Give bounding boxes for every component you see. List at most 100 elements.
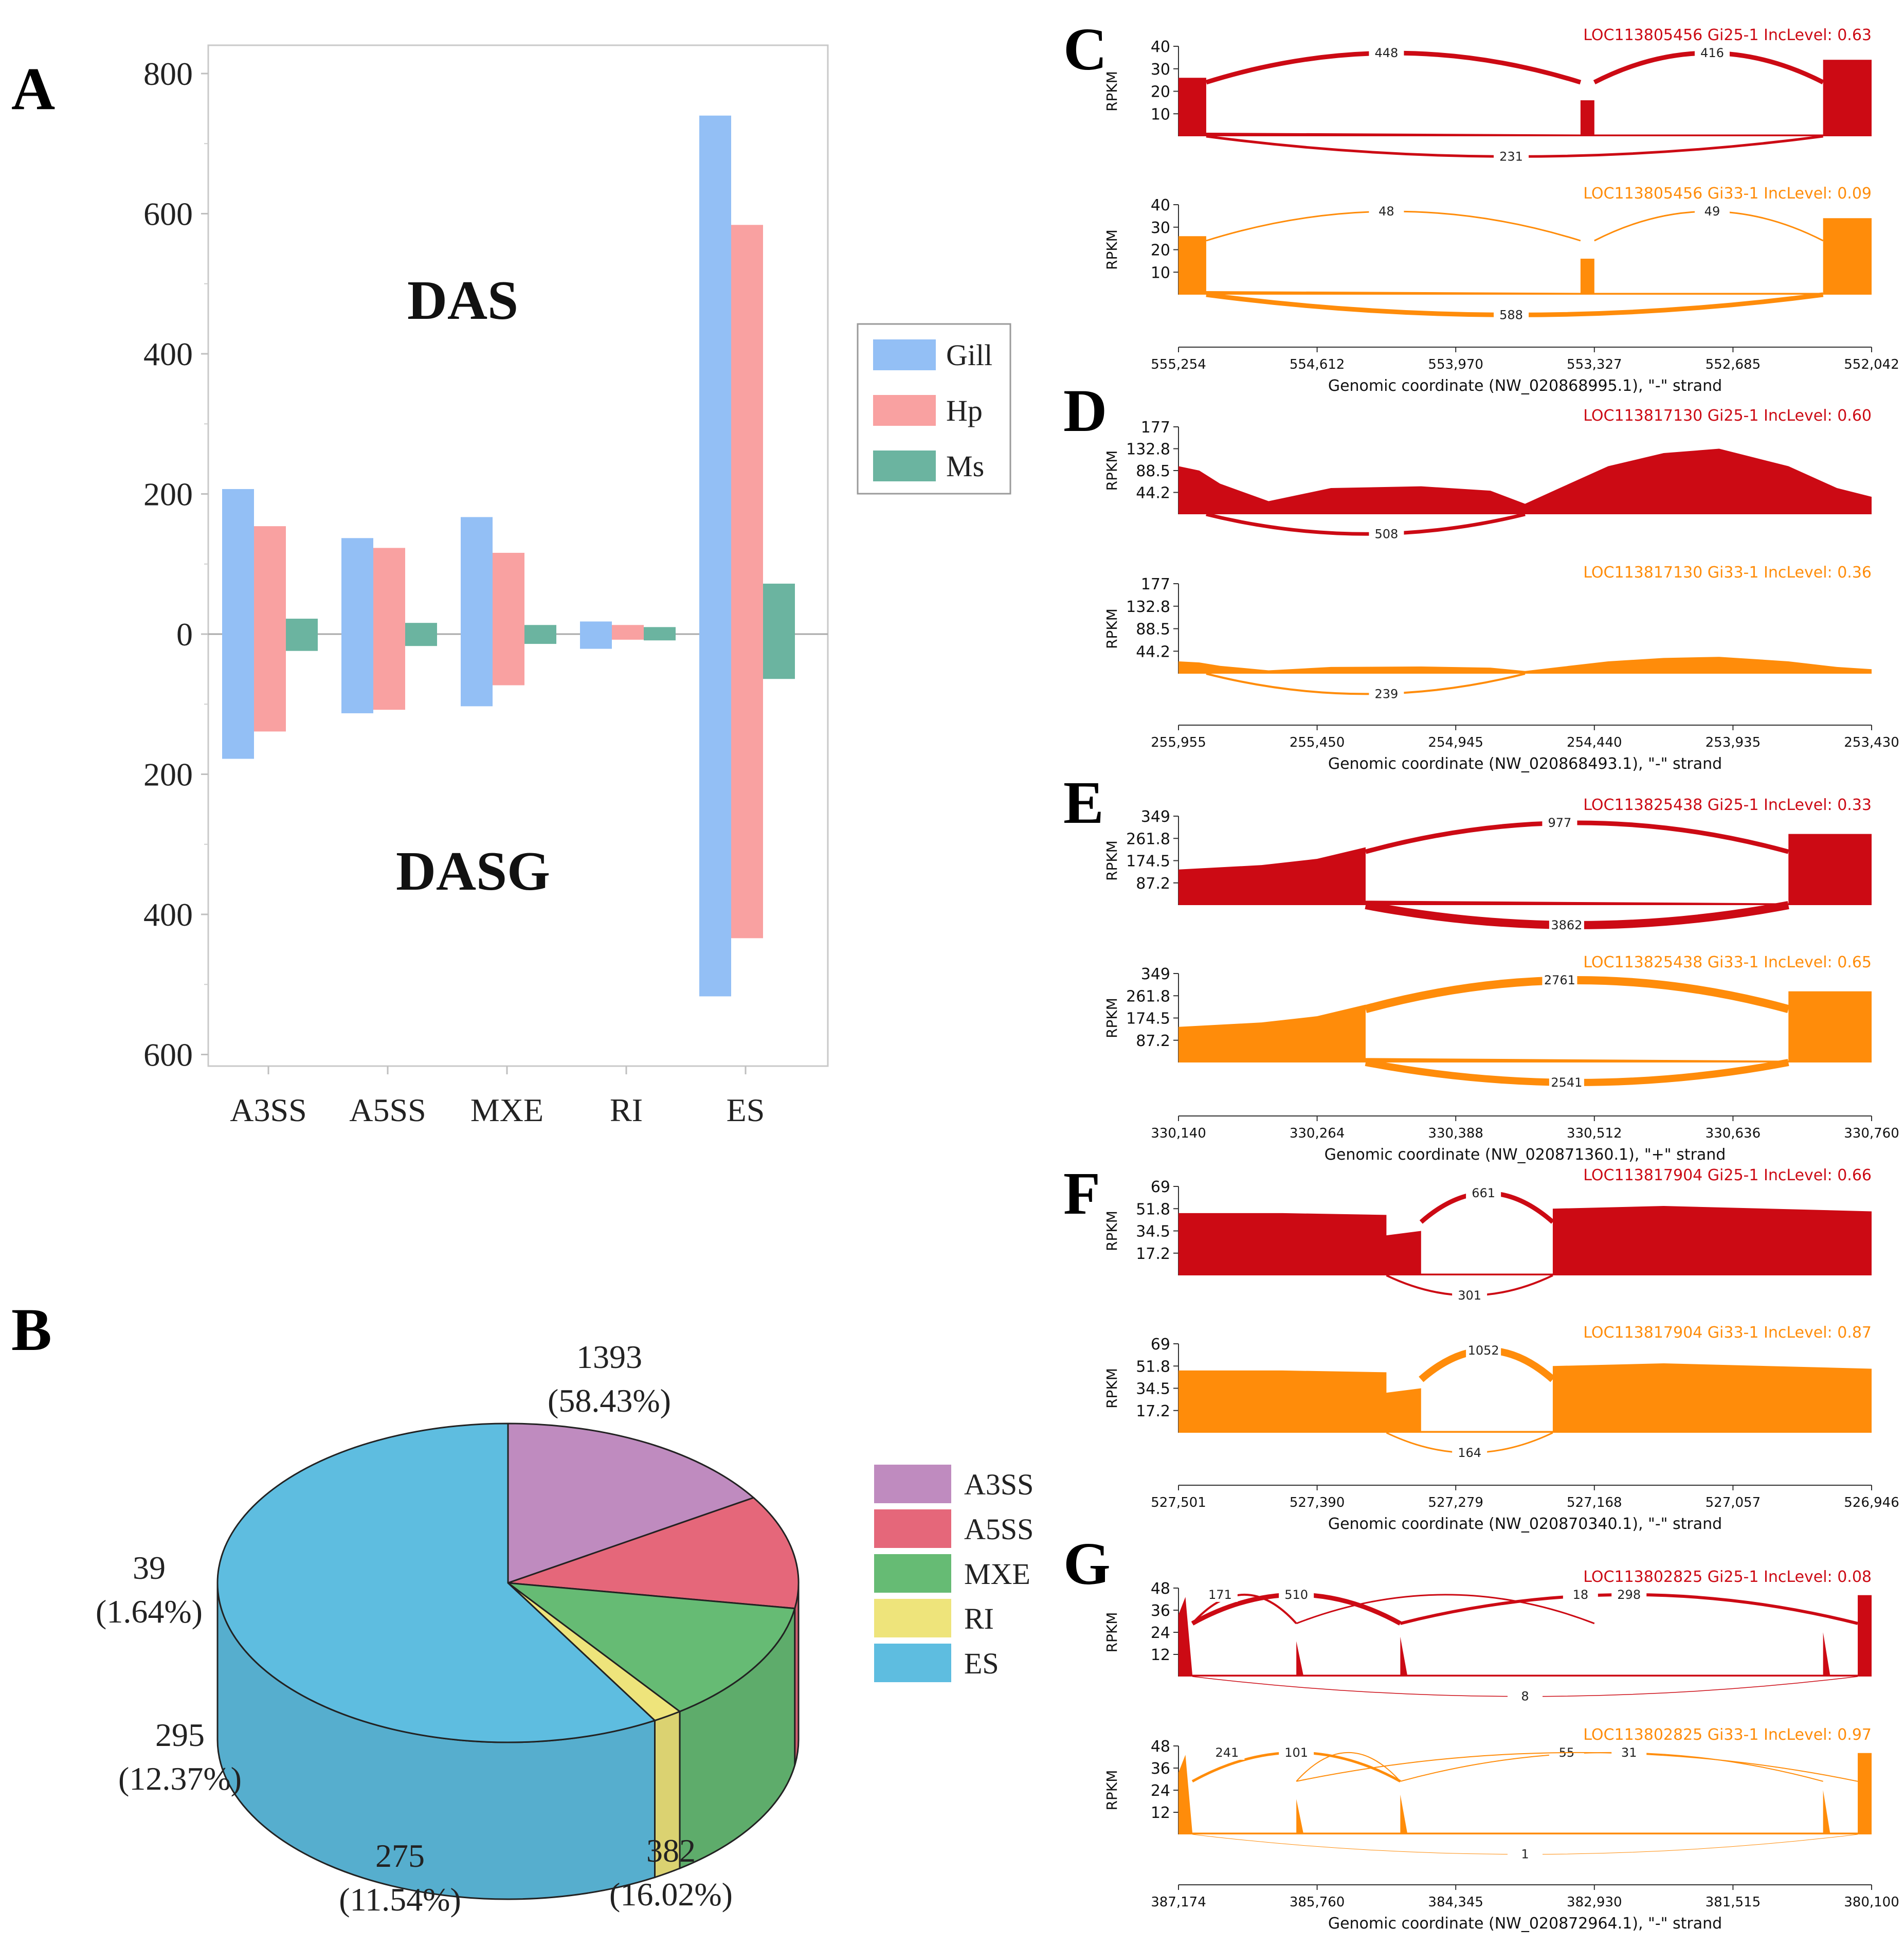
y-axis-label: RPKM <box>1103 608 1120 649</box>
coverage-area-f-2 <box>1178 1363 1872 1433</box>
pie-percent-label-a3ss: (16.02%) <box>609 1876 733 1913</box>
bar-dasg-hp-a5ss <box>373 634 405 710</box>
junction-count-label: 510 <box>1284 1588 1308 1602</box>
x-tick-label: 384,345 <box>1428 1895 1483 1910</box>
y-tick-label: 36 <box>1151 1760 1170 1778</box>
y-tick-label: 200 <box>143 476 193 513</box>
junction-arc <box>1191 1594 1297 1625</box>
junction-label-bg <box>1466 1183 1501 1200</box>
coverage-area-c-2 <box>1178 218 1872 295</box>
junction-label-bg <box>1369 202 1404 219</box>
bar-das-ms-ri <box>644 627 676 634</box>
y-tick-label: 349 <box>1141 808 1170 826</box>
y-axis-label: RPKM <box>1103 1770 1120 1811</box>
dasg-label: DASG <box>396 841 550 902</box>
junction-label-bg <box>1611 1585 1647 1602</box>
y-tick-label: 48 <box>1151 1580 1170 1598</box>
bar-dasg-ms-a5ss <box>405 634 437 646</box>
junction-count-label: 2541 <box>1551 1075 1582 1090</box>
y-tick-label: 44.2 <box>1136 643 1170 661</box>
x-tick-label: 553,970 <box>1428 357 1483 372</box>
x-tick-label: 526,946 <box>1844 1495 1899 1510</box>
y-tick-label: 87.2 <box>1136 1032 1170 1050</box>
y-tick-label: 30 <box>1151 61 1170 79</box>
y-tick-label: 51.8 <box>1136 1200 1170 1218</box>
legend-label-a5ss: A5SS <box>964 1512 1033 1546</box>
legend-swatch-ms <box>873 451 936 481</box>
y-tick-label: 34.5 <box>1136 1223 1170 1241</box>
pie-value-label-a3ss: 382 <box>646 1832 696 1869</box>
junction-label-bg <box>1549 915 1584 932</box>
junction-label-bg <box>1694 44 1730 61</box>
bar-das-gill-mxe <box>461 517 493 634</box>
y-tick-label: 88.5 <box>1136 621 1170 639</box>
panel-a-bar-chart: 800 600 400 200 0 200 400 600 A3SS A5SS MXE RI ES DAS… <box>143 44 1011 1128</box>
junction-count-label: 1 <box>1521 1847 1529 1862</box>
legend-swatch-a5ss <box>874 1509 951 1548</box>
coverage-area-c-1 <box>1178 60 1872 136</box>
pie-percent-label-a5ss: (11.54%) <box>339 1881 461 1918</box>
x-tick-label: MXE <box>470 1092 543 1128</box>
y-tick-label: 69 <box>1151 1178 1170 1196</box>
y-axis-label: RPKM <box>1103 229 1120 270</box>
bar-dasg-gill-es <box>699 634 731 997</box>
y-tick-label: 400 <box>143 896 193 933</box>
bar-dasg-ms-es <box>763 634 795 679</box>
x-tick-label: 527,279 <box>1428 1495 1483 1510</box>
legend-swatch-es <box>874 1644 951 1682</box>
pie-slice-es <box>216 1422 657 1743</box>
coverage-area-e-1 <box>1178 834 1872 905</box>
y-tick-label: 177 <box>1141 419 1170 437</box>
x-tick-label: 381,515 <box>1706 1895 1761 1910</box>
panel-letter-a: A <box>11 55 55 122</box>
bar-das-hp-a5ss <box>373 548 405 634</box>
y-tick-label: 349 <box>1141 965 1170 983</box>
x-tick-label: 330,636 <box>1706 1126 1761 1141</box>
pie-value-label-a5ss: 275 <box>375 1837 425 1874</box>
junction-label-bg <box>1494 305 1529 322</box>
bar-das-gill-a5ss <box>341 538 373 634</box>
y-axis-label: RPKM <box>1103 840 1120 881</box>
x-axis-label: Genomic coordinate (NW_020868995.1), "-"… <box>1328 377 1722 395</box>
x-tick-label: 387,174 <box>1151 1895 1206 1910</box>
x-tick-label: 527,390 <box>1290 1495 1345 1510</box>
y-tick-label: 261.8 <box>1126 987 1170 1005</box>
y-tick-label: 0 <box>176 616 193 653</box>
pie-value-label-mxe: 295 <box>155 1717 205 1753</box>
y-tick-label: 10 <box>1151 264 1170 282</box>
y-tick-label: 44.2 <box>1136 484 1170 502</box>
junction-count-label: 49 <box>1704 204 1720 219</box>
y-tick-label: 24 <box>1151 1624 1170 1642</box>
junction-count-label: 164 <box>1458 1446 1481 1460</box>
y-tick-label: 24 <box>1151 1782 1170 1800</box>
panels-c-g-sashimi-plots: LOC113805456 Gi25-1 IncLevel: 0.63 40 30 20… <box>1103 26 1899 1933</box>
panel-letter-f: F <box>1063 1160 1100 1227</box>
x-tick-label: A3SS <box>230 1092 306 1128</box>
track-title-c-1: LOC113805456 Gi25-1 IncLevel: 0.63 <box>1583 26 1872 44</box>
pie-percent-label-es: (58.43%) <box>548 1382 671 1419</box>
x-tick-label: 382,930 <box>1567 1895 1622 1910</box>
junction-label-bg <box>1452 1443 1488 1460</box>
y-tick-label: 20 <box>1151 242 1170 260</box>
junction-count-label: 588 <box>1499 308 1523 322</box>
bar-das-gill-ri <box>580 621 612 634</box>
junction-count-label: 231 <box>1499 149 1523 164</box>
y-axis-label: RPKM <box>1103 1211 1120 1251</box>
x-tick-label: 330,388 <box>1428 1126 1483 1141</box>
bar-dasg-hp-a3ss <box>254 634 286 732</box>
x-tick-label: 330,264 <box>1290 1126 1345 1141</box>
bar-das-ms-es <box>763 583 795 634</box>
legend-label-ms: Ms <box>946 449 984 483</box>
bar-das-hp-mxe <box>493 552 524 634</box>
y-tick-label: 51.8 <box>1136 1358 1170 1376</box>
y-tick-label: 48 <box>1151 1738 1170 1756</box>
legend-swatch-gill <box>873 339 936 370</box>
x-tick-label: 552,042 <box>1844 357 1899 372</box>
x-tick-label: 527,501 <box>1151 1495 1206 1510</box>
das-label: DAS <box>407 270 518 331</box>
legend-label-ri: RI <box>964 1602 994 1635</box>
bar-dasg-gill-a3ss <box>222 634 254 759</box>
pie-percent-label-mxe: (12.37%) <box>118 1760 242 1797</box>
x-axis-label: Genomic coordinate (NW_020872964.1), "-"… <box>1328 1915 1722 1933</box>
bar-dasg-gill-a5ss <box>341 634 373 713</box>
